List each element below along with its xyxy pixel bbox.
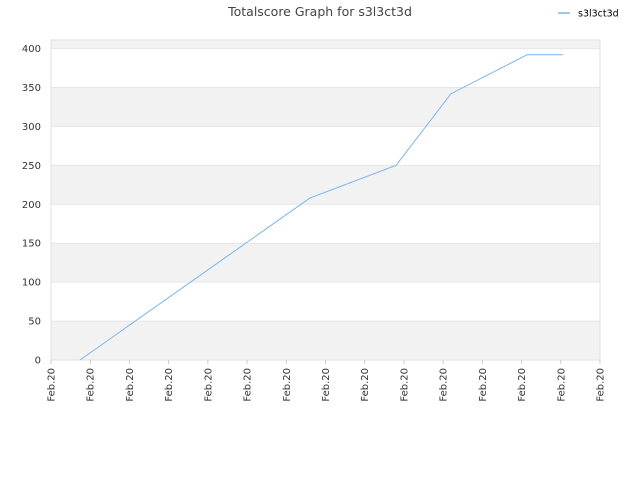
x-tick-label: Feb.20 bbox=[86, 368, 97, 402]
x-tick-label: Feb.20 bbox=[360, 368, 371, 402]
x-tick-label: Feb.20 bbox=[478, 368, 489, 402]
x-tick-label: Feb.20 bbox=[517, 368, 528, 402]
y-tick-label: 250 bbox=[22, 161, 41, 172]
y-tick-label: 400 bbox=[22, 44, 41, 55]
x-tick-label: Feb.20 bbox=[243, 368, 254, 402]
y-tick-label: 350 bbox=[22, 83, 41, 94]
x-tick-label: Feb.20 bbox=[556, 368, 567, 402]
x-tick-label: Feb.20 bbox=[164, 368, 175, 402]
x-tick-label: Feb.20 bbox=[282, 368, 293, 402]
y-tick-label: 0 bbox=[35, 356, 41, 367]
x-tick-label: Feb.20 bbox=[47, 368, 58, 402]
x-tick-label: Feb.20 bbox=[321, 368, 332, 402]
grid-band bbox=[51, 87, 600, 127]
x-tick-label: Feb.20 bbox=[399, 368, 410, 402]
x-tick-label: Feb.20 bbox=[125, 368, 136, 402]
grid-band bbox=[51, 165, 600, 205]
y-tick-label: 200 bbox=[22, 200, 41, 211]
legend-label: s3l3ct3d bbox=[578, 9, 619, 20]
grid-band bbox=[51, 40, 600, 49]
x-tick-label: Feb.20 bbox=[203, 368, 214, 402]
y-tick-label: 300 bbox=[22, 122, 41, 133]
chart-title: Totalscore Graph for s3l3ct3d bbox=[227, 4, 412, 19]
y-tick-label: 50 bbox=[28, 317, 41, 328]
y-tick-label: 150 bbox=[22, 239, 41, 250]
grid-band bbox=[51, 321, 600, 360]
x-tick-label: Feb.20 bbox=[439, 368, 450, 402]
x-tick-label: Feb.20 bbox=[596, 368, 607, 402]
grid-band bbox=[51, 243, 600, 283]
y-tick-label: 100 bbox=[22, 278, 41, 289]
series-line bbox=[79, 54, 564, 361]
